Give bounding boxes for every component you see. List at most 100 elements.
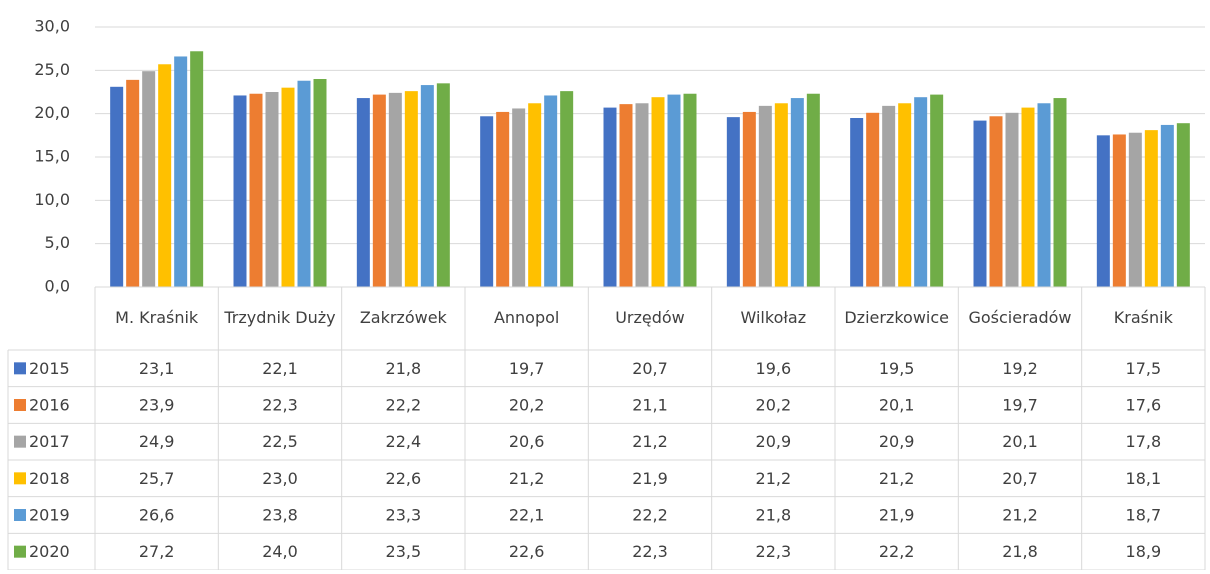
x-tick-label: Gościeradów <box>968 308 1072 328</box>
bar <box>1037 103 1051 288</box>
bar <box>635 103 649 288</box>
category-cell: Annopol <box>493 308 560 328</box>
data-label: 20,7 <box>1002 469 1038 488</box>
data-label: 26,6 <box>139 506 175 525</box>
data-label: 20,2 <box>756 396 792 415</box>
y-tick-label: 30,0 <box>34 17 70 36</box>
x-tick-label: Urzędów <box>615 308 685 328</box>
bar <box>1144 130 1158 287</box>
data-label: 24,9 <box>139 432 175 451</box>
data-label: 21,2 <box>509 469 545 488</box>
data-label: 19,5 <box>879 359 915 378</box>
bar <box>683 93 697 287</box>
data-label: 22,2 <box>386 396 422 415</box>
data-label: 20,1 <box>879 396 915 415</box>
bar <box>603 107 617 287</box>
y-tick-label: 20,0 <box>34 103 70 122</box>
category-cell: Dzierzkowice <box>844 308 949 328</box>
bar <box>1053 98 1067 287</box>
bar <box>158 64 172 288</box>
bar <box>806 93 820 287</box>
x-tick-label: Annopol <box>493 308 560 328</box>
category-cell: Trzydnik Duży <box>224 308 335 327</box>
data-label: 21,9 <box>632 469 668 488</box>
category-cell: Urzędów <box>615 308 685 328</box>
bar <box>436 83 450 287</box>
data-label: 20,9 <box>756 432 792 451</box>
bar <box>233 95 247 287</box>
data-label: 19,7 <box>509 359 545 378</box>
data-label: 27,2 <box>139 542 175 561</box>
x-tick-label: Wilkołaz <box>740 308 807 328</box>
x-tick-label: Zakrzówek <box>359 308 447 328</box>
legend-label: 2017 <box>29 432 70 451</box>
y-tick-label: 0,0 <box>45 277 70 296</box>
y-tick-label: 15,0 <box>34 147 70 166</box>
data-label: 20,6 <box>509 432 545 451</box>
bar <box>142 71 156 287</box>
bar <box>774 103 788 288</box>
data-label: 21,2 <box>879 469 915 488</box>
bar <box>1005 112 1019 287</box>
legend-swatch <box>14 399 26 411</box>
bar <box>850 118 864 287</box>
legend-label: 2020 <box>29 542 70 561</box>
data-label: 18,1 <box>1126 469 1162 488</box>
data-label: 19,7 <box>1002 396 1038 415</box>
bar <box>898 103 912 288</box>
bar <box>110 86 124 287</box>
bar <box>973 120 987 287</box>
bar <box>528 103 542 288</box>
data-label: 21,2 <box>756 469 792 488</box>
bar <box>388 92 402 287</box>
data-label: 23,0 <box>262 469 298 488</box>
bar <box>1128 132 1142 287</box>
bar <box>742 111 756 287</box>
data-label: 23,8 <box>262 506 298 525</box>
data-label: 22,1 <box>262 359 298 378</box>
y-tick-label: 25,0 <box>34 60 70 79</box>
data-label: 21,8 <box>1002 542 1038 561</box>
bar <box>512 108 526 287</box>
bar <box>619 104 633 287</box>
category-cell: M. Kraśnik <box>115 308 199 328</box>
data-label: 22,2 <box>632 506 668 525</box>
legend-swatch <box>14 472 26 485</box>
data-label: 25,7 <box>139 469 175 488</box>
bar <box>726 117 740 287</box>
category-cell: Kraśnik <box>1113 308 1173 328</box>
category-cell: Gościeradów <box>968 308 1072 328</box>
bar <box>1112 134 1126 287</box>
data-label: 21,8 <box>386 359 422 378</box>
x-tick-label: Dzierzkowice <box>844 308 949 328</box>
data-label: 23,5 <box>386 542 422 561</box>
bar <box>126 79 140 287</box>
bar <box>265 92 279 287</box>
x-tick-label: Kraśnik <box>1113 308 1173 328</box>
data-label: 22,5 <box>262 432 298 451</box>
data-label: 20,1 <box>1002 432 1038 451</box>
bar <box>1176 123 1190 287</box>
x-tick-label: M. Kraśnik <box>115 308 199 328</box>
data-label: 24,0 <box>262 542 298 561</box>
legend-swatch <box>14 545 26 558</box>
data-label: 18,9 <box>1126 542 1162 561</box>
data-label: 20,2 <box>509 396 545 415</box>
bar <box>420 85 434 287</box>
data-label: 21,2 <box>632 432 668 451</box>
data-label: 22,6 <box>386 469 422 488</box>
bar <box>190 51 204 288</box>
bar <box>790 98 804 287</box>
bar <box>480 116 494 288</box>
legend-swatch <box>14 435 26 448</box>
category-cell: Zakrzówek <box>359 308 447 328</box>
bar <box>281 87 295 288</box>
bar <box>404 91 418 287</box>
data-label: 17,8 <box>1126 432 1162 451</box>
bar <box>667 94 681 287</box>
data-label: 22,3 <box>632 542 668 561</box>
data-label: 20,9 <box>879 432 915 451</box>
bar <box>544 95 558 287</box>
legend-swatch <box>14 362 26 375</box>
bar <box>989 116 1003 288</box>
